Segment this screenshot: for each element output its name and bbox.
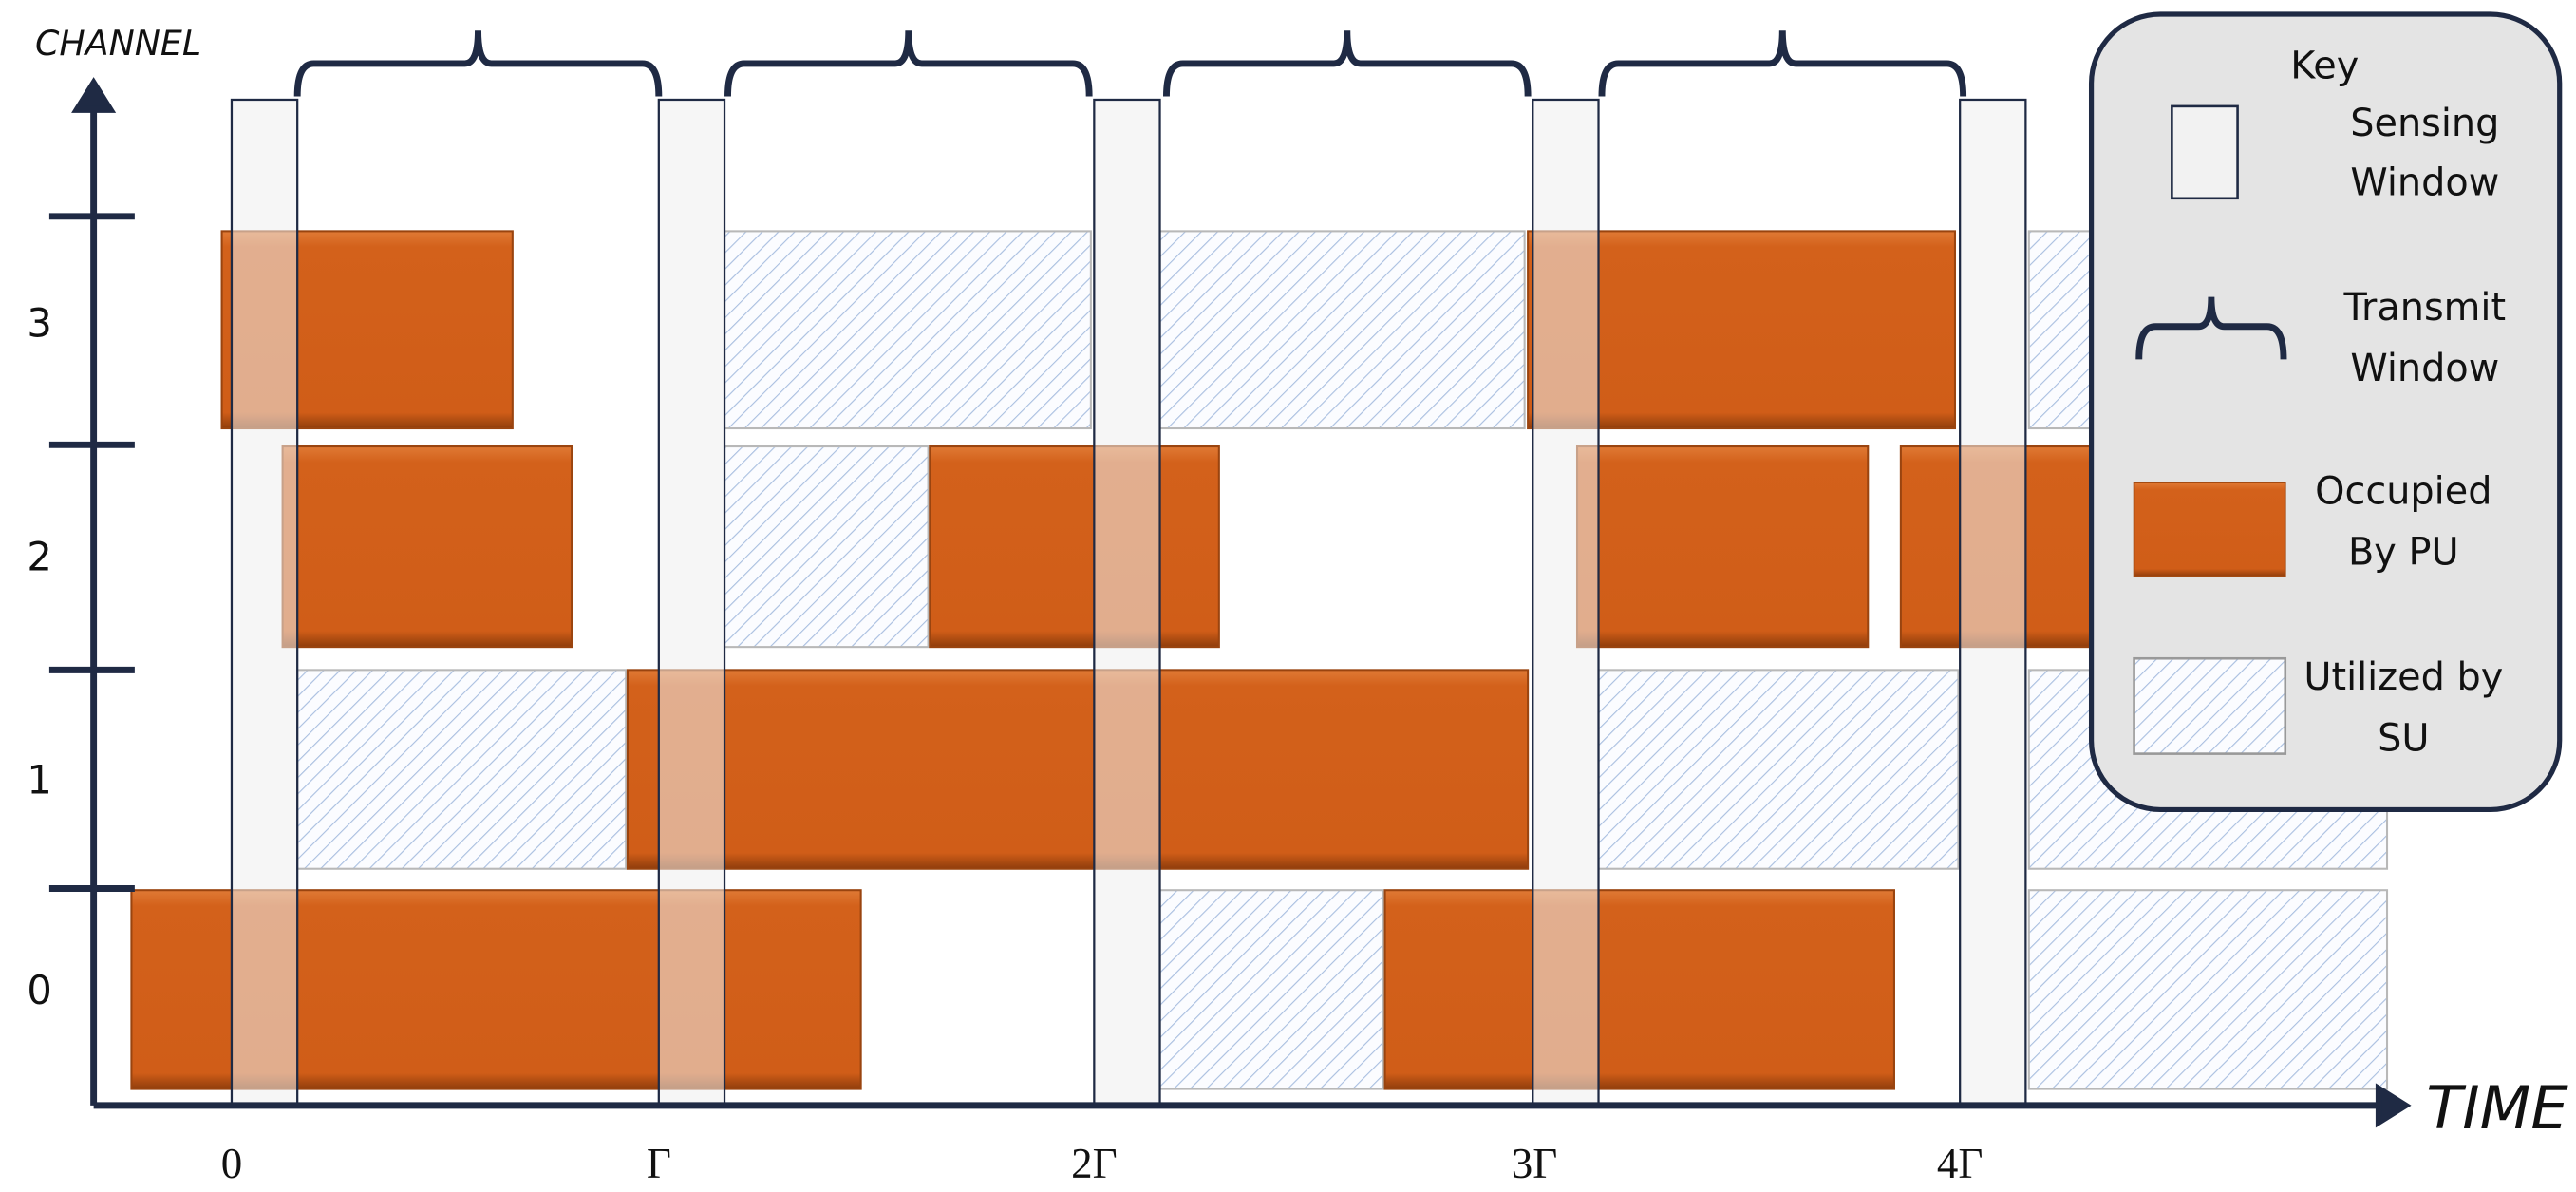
time-label: 2Γ — [1071, 1140, 1117, 1187]
y-arrow — [71, 77, 117, 113]
transmit-brace — [724, 30, 1093, 97]
key: Key Sensing Window Transmit Window Occup… — [2088, 11, 2563, 813]
occupancy-blocks — [130, 230, 2389, 1090]
su-block — [723, 445, 930, 649]
x-axis-label: TIME — [2426, 1073, 2568, 1143]
time-label: 4Γ — [1937, 1140, 1983, 1187]
y-axis-label: CHANNEL — [35, 23, 201, 64]
su-block — [1158, 889, 1384, 1090]
channel-label: 2 — [27, 533, 51, 579]
axes — [48, 77, 2412, 1128]
transmit-windows — [293, 30, 1967, 97]
channel-label: 3 — [27, 300, 51, 347]
key-brace-icon — [2135, 296, 2287, 360]
key-text: Transmit — [2343, 286, 2507, 330]
transmit-brace — [1163, 30, 1532, 97]
pu-block — [1575, 445, 1870, 649]
sensing-window — [1093, 98, 1161, 1107]
su-block — [1597, 669, 1960, 870]
su-block — [1158, 230, 1526, 430]
key-text: SU — [2378, 716, 2429, 760]
pu-block — [626, 669, 1530, 870]
key-pu-icon — [2133, 482, 2286, 577]
key-su-icon — [2133, 656, 2287, 755]
sensing-window — [1532, 98, 1600, 1107]
sensing-window — [230, 98, 299, 1107]
sensing-window — [657, 98, 726, 1107]
pu-block — [929, 445, 1220, 649]
channel-label: 1 — [27, 757, 51, 804]
key-text: Occupied — [2315, 470, 2491, 514]
key-title: Key — [2290, 45, 2359, 88]
key-text: By PU — [2348, 531, 2459, 575]
key-text: Window — [2350, 161, 2499, 204]
sensing-window — [1959, 98, 2027, 1107]
su-block — [723, 230, 1092, 430]
x-arrow — [2375, 1083, 2412, 1128]
su-block — [2027, 889, 2389, 1090]
key-text: Sensing — [2350, 102, 2499, 145]
key-sensing-icon — [2171, 104, 2239, 200]
key-text: Window — [2350, 347, 2499, 390]
pu-block — [1383, 889, 1895, 1090]
channel-label: 0 — [27, 967, 51, 1013]
time-label: Γ — [647, 1140, 671, 1187]
time-label: 3Γ — [1512, 1140, 1557, 1187]
key-box — [2088, 11, 2563, 813]
su-block — [296, 669, 628, 870]
transmit-brace — [293, 30, 663, 97]
time-label: 0 — [221, 1140, 242, 1187]
transmit-brace — [1598, 30, 1967, 97]
key-text: Utilized by — [2303, 655, 2503, 699]
pu-block — [281, 445, 573, 649]
